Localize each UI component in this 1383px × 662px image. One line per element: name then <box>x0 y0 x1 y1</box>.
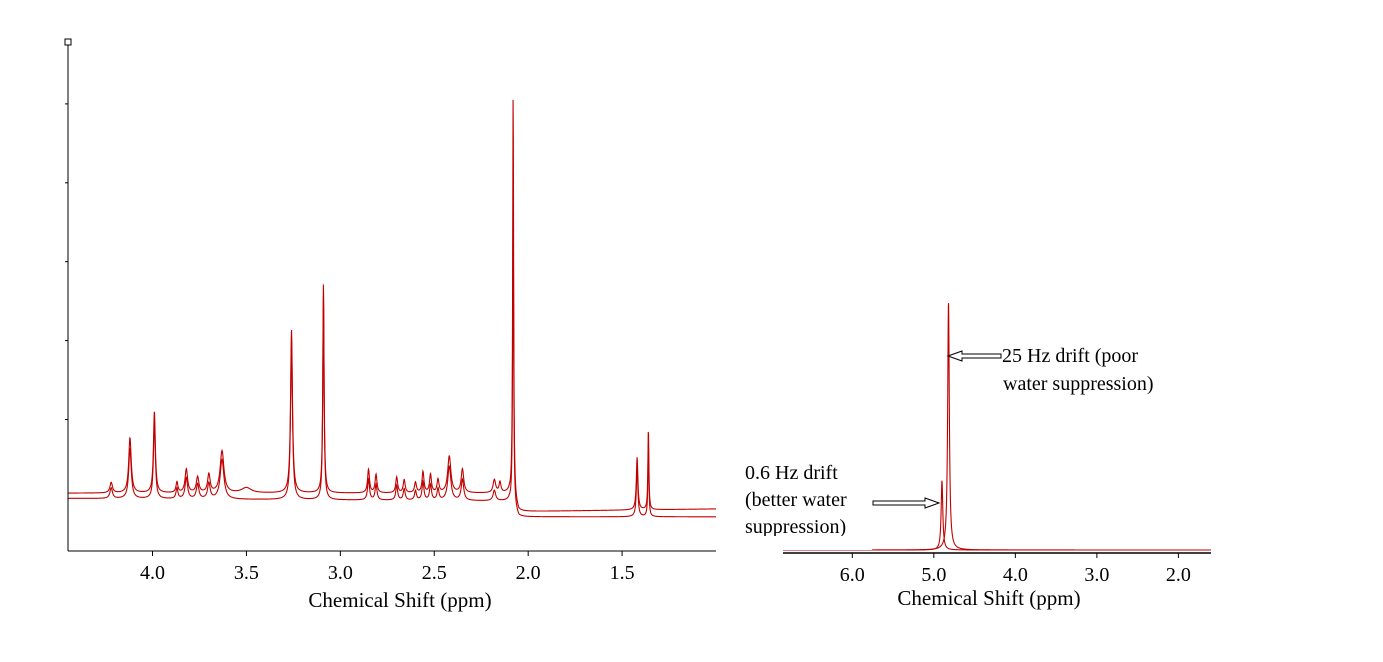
x-tick-label: 2.5 <box>422 562 447 584</box>
left-x-axis-label: Chemical Shift (ppm) <box>308 588 491 612</box>
x-tick-label: 2.0 <box>516 562 541 584</box>
water-region-series-1 <box>783 303 1211 551</box>
x-tick-label: 2.0 <box>1166 564 1191 586</box>
x-tick-label: 6.0 <box>840 564 865 586</box>
water-region-chart: 6.0 5.0 4.0 3.0 2.0 Chemical Shift (ppm) 25 … <box>742 303 1211 610</box>
x-tick-label: 4.0 <box>1003 564 1028 586</box>
x-tick-label: 3.5 <box>234 562 259 584</box>
right-x-ticks: 6.0 5.0 4.0 3.0 2.0 <box>840 553 1191 586</box>
annotation-06hz-line2: (better water <box>745 489 847 511</box>
annotation-06hz-line1: 0.6 Hz drift <box>745 462 838 484</box>
arrow-25hz <box>946 350 1002 362</box>
left-corner-marker <box>64 38 72 46</box>
water-region-traces <box>783 303 1211 551</box>
x-tick-label: 1.5 <box>610 562 635 584</box>
annotation-06hz-line3: suppression) <box>745 516 846 538</box>
x-tick-label: 4.0 <box>140 562 165 584</box>
annotation-25hz-line1: 25 Hz drift (poor <box>1002 345 1138 367</box>
left-y-ticks <box>65 103 68 420</box>
x-tick-label: 5.0 <box>921 564 946 586</box>
x-tick-label: 3.0 <box>328 562 353 584</box>
full-spectrum-chart: 4.0 3.5 3.0 2.5 2.0 1.5 Chemical Shift (ppm) <box>64 38 717 612</box>
arrow-06hz <box>872 497 941 509</box>
annotation-25hz-line2: water suppression) <box>1003 373 1154 395</box>
full-spectrum-series-1 <box>68 199 716 518</box>
full-spectrum-series-0 <box>68 99 717 512</box>
x-tick-label: 3.0 <box>1084 564 1109 586</box>
full-spectrum-traces <box>68 99 717 518</box>
annotation-06hz-mask <box>742 536 872 550</box>
left-x-ticks: 4.0 3.5 3.0 2.5 2.0 1.5 <box>140 551 635 584</box>
right-x-axis-label: Chemical Shift (ppm) <box>897 586 1080 610</box>
